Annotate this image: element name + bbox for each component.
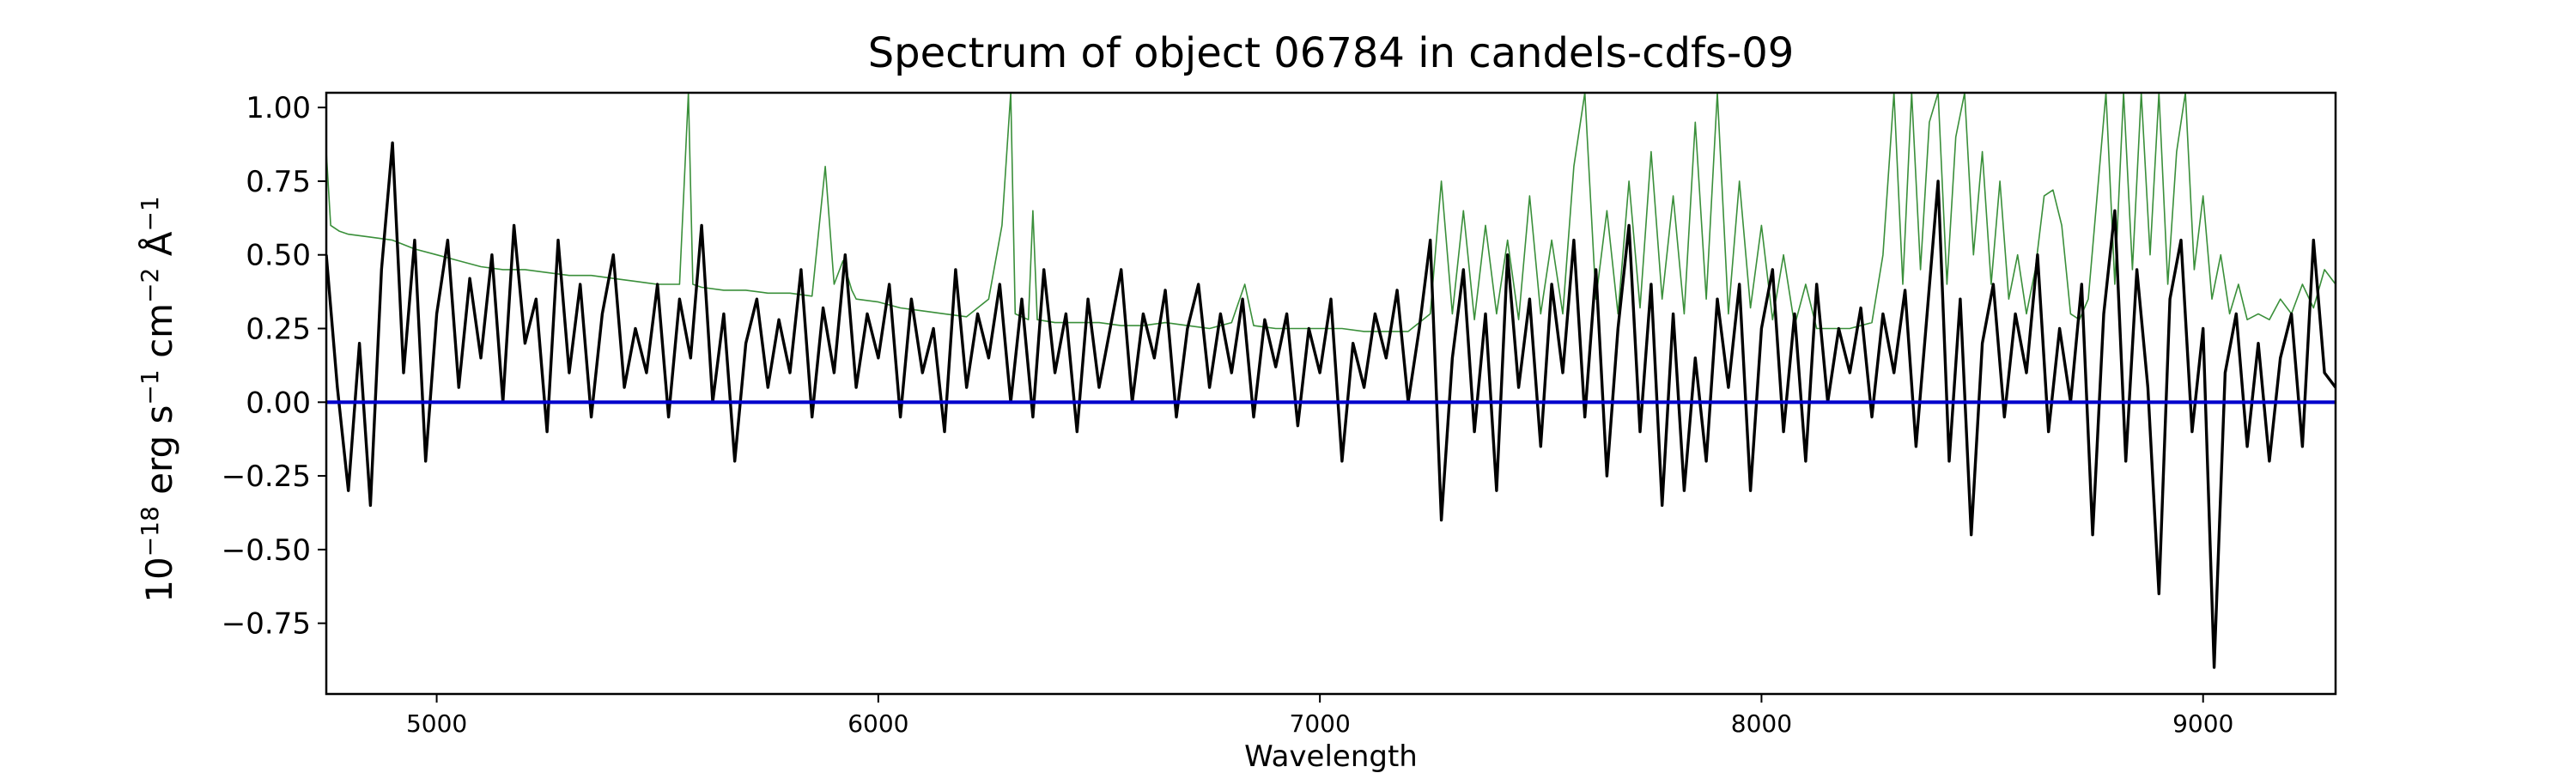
x-tick-label: 6000 <box>848 709 908 738</box>
x-tick-label: 5000 <box>406 709 467 738</box>
plot-area <box>326 93 2336 669</box>
y-tick-label: −0.25 <box>222 460 311 494</box>
y-axis-label-superscript: −1 <box>136 369 164 405</box>
y-axis-label-superscript: −18 <box>136 506 164 557</box>
y-axis-label-segment: cm <box>138 303 180 369</box>
y-axis-label-superscript: −2 <box>136 268 164 303</box>
plot-frame <box>325 91 2337 696</box>
y-tick-label: 0.50 <box>246 239 311 273</box>
series-line-flux <box>326 141 2336 669</box>
chart-title: Spectrum of object 06784 in candels-cdfs… <box>868 29 1795 77</box>
y-axis-label-segment: Å <box>137 231 180 267</box>
y-tick-label: −0.75 <box>222 607 311 642</box>
y-tick-label: 0.25 <box>246 313 311 347</box>
x-axis-label: Wavelength <box>1244 740 1418 773</box>
y-axis-label-segment: erg s <box>138 405 180 507</box>
x-axis: 5000 6000 7000 8000 9000 <box>406 694 2233 738</box>
y-axis: −0.75 −0.50 −0.25 0.00 0.25 0.50 0.75 1.00 <box>222 91 326 642</box>
y-tick-label: −0.50 <box>222 533 311 568</box>
y-tick-label: 0.00 <box>246 386 311 420</box>
x-tick-label: 8000 <box>1731 709 1792 738</box>
x-tick-label: 9000 <box>2172 709 2233 738</box>
y-tick-label: 1.00 <box>246 91 311 125</box>
series-line-error <box>326 93 2336 332</box>
y-axis-label-text: 10−18 erg s−1 cm−2 Å−1 <box>136 196 180 602</box>
y-tick-label: 0.75 <box>246 165 311 199</box>
y-axis-label: 10−18 erg s−1 cm−2 Å−1 <box>136 196 180 602</box>
y-axis-label-superscript: −1 <box>136 196 164 231</box>
x-tick-label: 7000 <box>1290 709 1351 738</box>
y-axis-label-segment: 10 <box>138 557 180 602</box>
